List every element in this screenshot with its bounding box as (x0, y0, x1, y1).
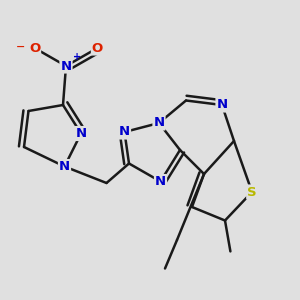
Text: N: N (216, 98, 228, 112)
Text: −: − (16, 41, 26, 52)
Text: N: N (119, 125, 130, 139)
Text: S: S (247, 185, 257, 199)
Text: N: N (75, 127, 87, 140)
Text: N: N (155, 175, 166, 188)
Text: O: O (92, 41, 103, 55)
Text: N: N (60, 59, 72, 73)
Text: O: O (29, 41, 40, 55)
Text: N: N (59, 160, 70, 173)
Text: N: N (153, 116, 165, 130)
Text: +: + (73, 52, 82, 62)
